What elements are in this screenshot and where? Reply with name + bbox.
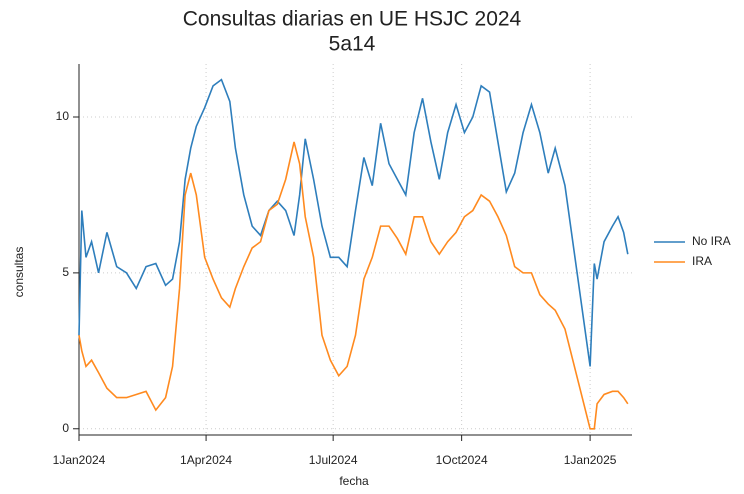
x-tick-label: 1Jan2025 bbox=[564, 453, 617, 467]
series-line bbox=[78, 78, 629, 367]
y-axis-label: consultas bbox=[12, 247, 26, 298]
x-tick-label: 1Jan2024 bbox=[53, 453, 106, 467]
y-tick-label: 5 bbox=[62, 265, 69, 279]
chart-subtitle: 5a14 bbox=[329, 33, 376, 56]
y-tick-label: 10 bbox=[56, 109, 70, 123]
x-tick-label: 1Apr2024 bbox=[180, 453, 232, 467]
legend-label: No IRA bbox=[692, 234, 731, 248]
y-tick-label: 0 bbox=[62, 421, 69, 435]
x-tick-label: 1Oct2024 bbox=[436, 453, 488, 467]
x-axis-label: fecha bbox=[339, 474, 369, 488]
series-line bbox=[78, 141, 629, 430]
x-tick-label: 1Jul2024 bbox=[309, 453, 358, 467]
legend-label: IRA bbox=[692, 254, 712, 268]
chart-title: Consultas diarias en UE HSJC 2024 bbox=[183, 8, 522, 31]
